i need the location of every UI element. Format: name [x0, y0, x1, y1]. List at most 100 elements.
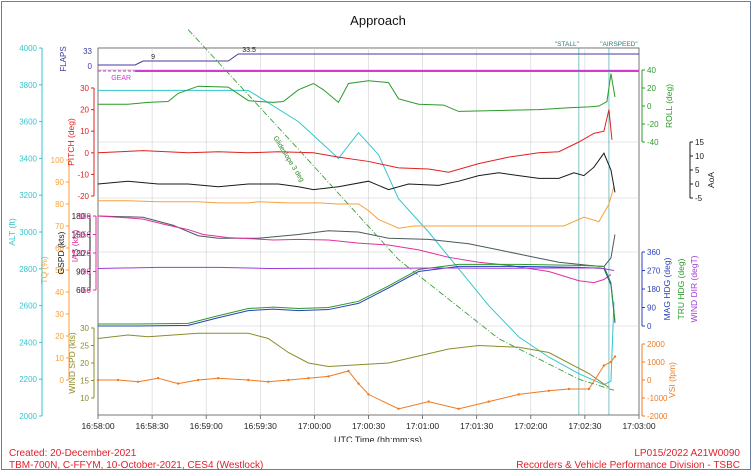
vsi-point — [367, 393, 370, 396]
tq-axis-label: TQ (%) — [39, 256, 49, 284]
flaps-tick-label: 33 — [83, 47, 92, 56]
roll-tick-label: -20 — [647, 120, 659, 129]
vsi-point — [347, 369, 350, 373]
x-tick-label: 17:02:00 — [514, 421, 547, 431]
tq-tick-label: 30 — [55, 310, 64, 319]
ias-tick-label: 90 — [82, 268, 91, 277]
gspd-tick-label: 120 — [72, 249, 86, 258]
ias-tick-label: 150 — [78, 231, 92, 240]
division-name: Recorders & Vehicle Performance Division… — [516, 460, 740, 471]
series-gspd-kts- — [97, 215, 616, 268]
alt-tick-label: 4000 — [19, 44, 37, 53]
gspd-tick-label: 90 — [76, 268, 85, 277]
flaps-label: FLAPS — [59, 46, 68, 71]
pitch-tick-label: 30 — [80, 84, 89, 93]
vsi-point — [487, 400, 490, 403]
vsi-point — [357, 382, 360, 385]
pitch-tick-label: 10 — [80, 127, 89, 136]
approach-chart: Approach 16:58:00 16:58:30 16:59:00 16:59:30… — [7, 13, 716, 442]
glideslope-label: Glideslope 3 deg — [271, 135, 305, 183]
vsi-point — [247, 378, 250, 382]
gspd-tick-label: 60 — [76, 286, 85, 295]
aoa-tick-label: 15 — [695, 138, 704, 147]
vsi-point — [136, 380, 140, 383]
vsi-point — [567, 387, 571, 391]
report-number: LP015/2022 A21W0090 — [634, 448, 740, 459]
series-mag-hdg-deg- — [98, 265, 616, 327]
vsi-point — [587, 387, 591, 391]
alt-tick-label: 3200 — [19, 191, 37, 200]
wspd-axis-label: WIND SPD (kts) — [67, 332, 77, 394]
wspd-tick-label: 10 — [80, 394, 89, 403]
ias-tick-label: 120 — [78, 249, 92, 258]
vsi-axis-label: VSI (fpm) — [667, 362, 677, 398]
flaps-tick-label: 0 — [88, 62, 93, 71]
mag-tick-label: 90 — [647, 304, 656, 313]
series-roll-deg- — [98, 73, 616, 112]
x-tick-label: 17:03:00 — [622, 421, 655, 431]
tq-tick-label: 40 — [55, 288, 64, 297]
aoa-tick-label: 10 — [695, 152, 704, 161]
pitch-tick-label: 20 — [80, 106, 89, 115]
vsi-tick-label: -1000 — [647, 394, 668, 403]
roll-axis-label: ROLL (deg) — [664, 84, 674, 128]
tq-tick-label: 0 — [60, 376, 65, 385]
roll-tick-label: 40 — [647, 66, 656, 75]
aoa-tick-label: 0 — [695, 180, 700, 189]
series-vsi-fpm- — [98, 356, 616, 410]
alt-tick-label: 2000 — [19, 412, 37, 421]
roll-tick-label: 0 — [647, 102, 652, 111]
mag-axis-label: MAG HDG (deg) — [662, 257, 672, 320]
mag-tick-label: 360 — [647, 248, 661, 257]
series-wind-dir-degt- — [97, 266, 615, 271]
vsi-point — [517, 393, 520, 396]
flaps-value-label: 9 — [151, 54, 155, 61]
wspd-tick-label: 15 — [80, 377, 89, 386]
vsi-tick-label: 0 — [647, 376, 652, 385]
alt-axis-label: ALT (ft) — [7, 218, 17, 246]
flaps-line — [98, 53, 639, 66]
vsi-point — [602, 364, 606, 367]
vsi-point — [327, 375, 330, 378]
tru-axis-label: TRU HDG (deg) — [676, 258, 686, 319]
pitch-tick-label: -20 — [77, 192, 89, 201]
vsi-tick-label: -2000 — [647, 412, 668, 421]
x-axis-label: UTC Time (hh:mm:ss) — [334, 435, 422, 442]
gspd-tick-label: 150 — [72, 231, 86, 240]
created-date: Created: 20-December-2021 — [9, 448, 137, 459]
alt-tick-label: 2200 — [19, 375, 37, 384]
roll-tick-label: -40 — [647, 138, 659, 147]
pitch-tick-label: 0 — [85, 149, 90, 158]
series-glideslope-3-deg — [187, 29, 615, 391]
vsi-point — [176, 382, 180, 385]
x-tick-label: 16:59:00 — [190, 421, 223, 431]
pitch-tick-label: -10 — [77, 170, 89, 179]
vsi-point — [397, 407, 400, 410]
alt-tick-label: 2400 — [19, 338, 37, 347]
ias-tick-label: 60 — [82, 286, 91, 295]
flaps-value-label: 33.5 — [242, 47, 256, 54]
vsi-point — [156, 377, 160, 380]
vsi-point — [307, 377, 310, 380]
mag-tick-label: 180 — [647, 285, 661, 294]
tq-tick-label: 10 — [55, 354, 64, 363]
pitch-axis-label: PITCH (deg) — [66, 118, 76, 166]
series-wind-spd-kts- — [97, 332, 610, 388]
tq-tick-label: 90 — [55, 178, 64, 187]
vsi-point — [457, 407, 460, 410]
tq-tick-label: 80 — [55, 200, 64, 209]
roll-tick-label: 20 — [647, 84, 656, 93]
tq-tick-label: 50 — [55, 266, 64, 275]
alt-tick-label: 3600 — [19, 118, 37, 127]
alt-tick-label: 2600 — [19, 302, 37, 311]
mag-tick-label: 270 — [647, 267, 661, 276]
vsi-point — [547, 389, 551, 392]
gspd-axis-label: GSPD (kts) — [56, 231, 66, 274]
vsi-tick-label: 2000 — [647, 340, 665, 349]
x-tick-label: 17:01:30 — [460, 421, 493, 431]
chart-title: Approach — [350, 13, 406, 28]
wspd-tick-label: 20 — [80, 359, 89, 368]
alt-tick-label: 3800 — [19, 81, 37, 90]
aoa-tick-label: 5 — [695, 166, 700, 175]
vsi-point — [267, 380, 270, 383]
